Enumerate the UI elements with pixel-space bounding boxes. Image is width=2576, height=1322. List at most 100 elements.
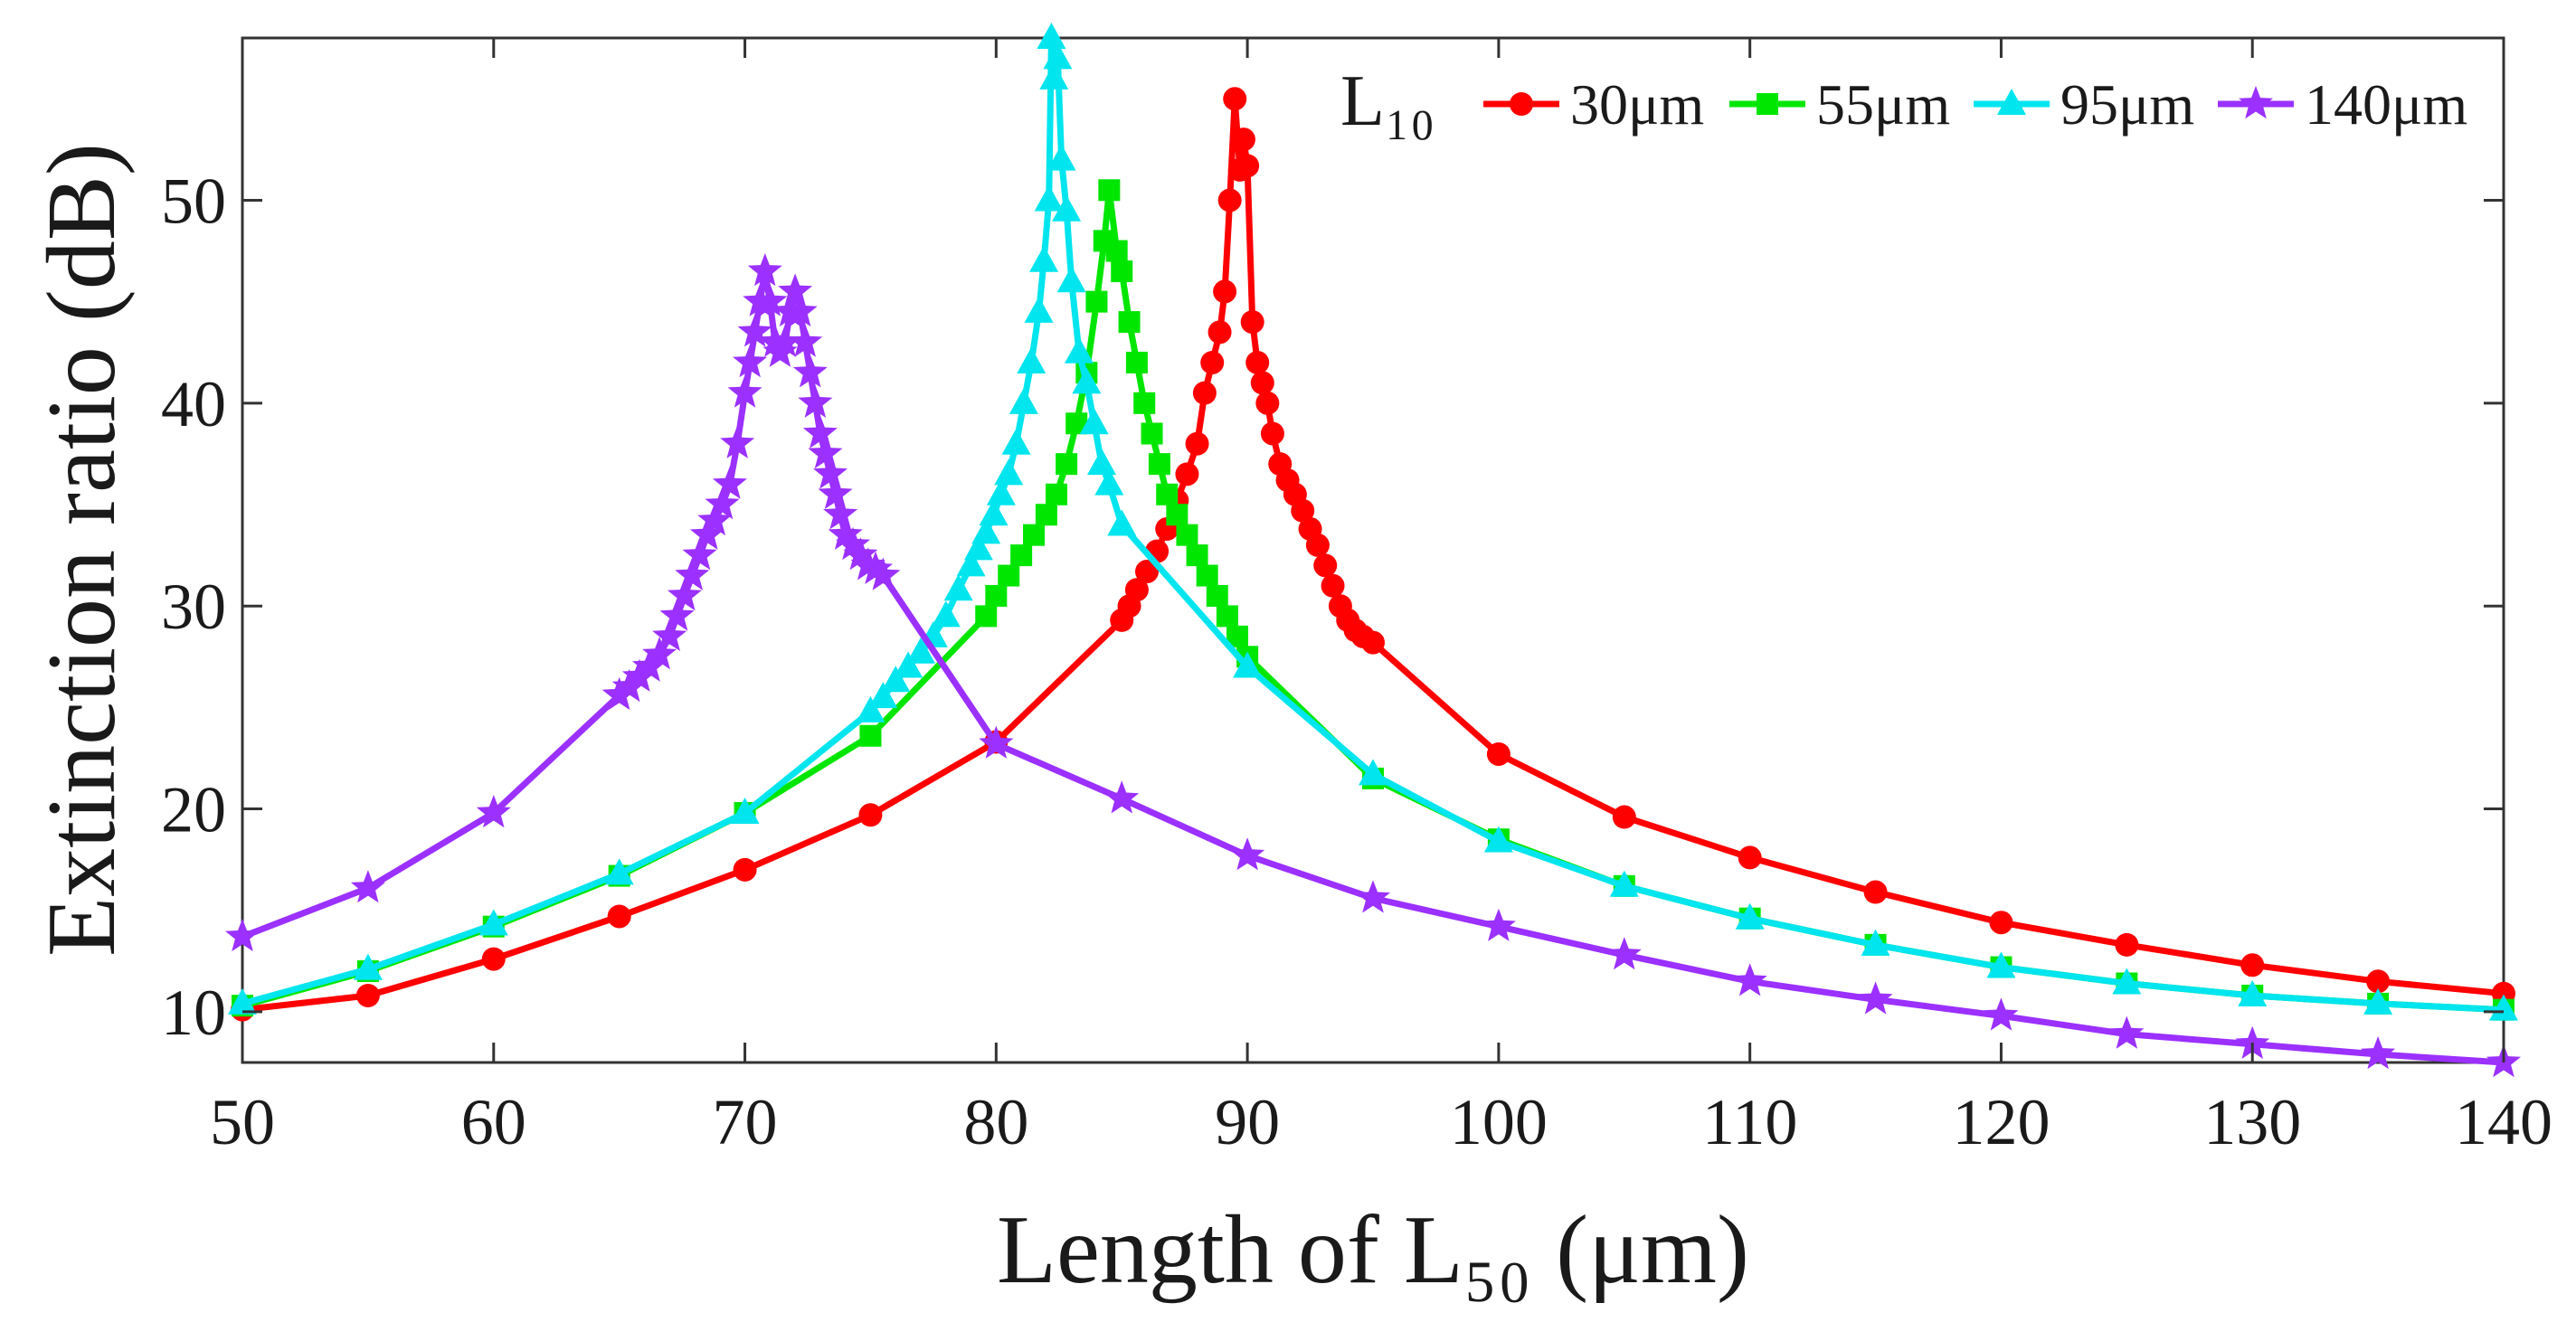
data-point bbox=[931, 600, 961, 628]
data-point bbox=[2235, 1025, 2270, 1059]
data-point bbox=[1208, 320, 1232, 345]
data-point bbox=[975, 605, 998, 628]
data-point bbox=[228, 987, 257, 1015]
series-3 bbox=[225, 253, 2521, 1078]
data-point bbox=[1200, 350, 1225, 374]
data-point bbox=[1245, 350, 1270, 374]
data-point bbox=[1105, 240, 1128, 262]
data-point bbox=[1606, 937, 1642, 970]
data-point bbox=[225, 918, 260, 952]
data-point bbox=[350, 870, 385, 903]
legend-title: L₁₀ bbox=[1340, 61, 1435, 141]
data-point bbox=[792, 354, 828, 388]
data-point bbox=[1255, 391, 1280, 415]
data-point bbox=[1260, 421, 1284, 446]
data-point bbox=[956, 550, 986, 577]
data-point bbox=[1043, 42, 1073, 70]
x-tick-label: 70 bbox=[713, 1086, 778, 1158]
data-point bbox=[659, 598, 695, 631]
data-point bbox=[1321, 573, 1345, 598]
data-point bbox=[1034, 184, 1064, 212]
data-point bbox=[1079, 408, 1109, 435]
y-tick-label: 10 bbox=[161, 977, 226, 1049]
data-point bbox=[859, 724, 882, 747]
data-point bbox=[355, 983, 380, 1007]
data-point bbox=[652, 618, 687, 651]
legend-marker bbox=[1510, 92, 1533, 116]
data-point bbox=[1156, 483, 1179, 505]
data-point bbox=[868, 682, 898, 709]
data-point bbox=[788, 324, 823, 357]
plot-area bbox=[241, 36, 2505, 1064]
data-point bbox=[1065, 336, 1094, 364]
data-point bbox=[1148, 453, 1170, 476]
legend-label: 140μm bbox=[2305, 72, 2467, 137]
data-point bbox=[808, 435, 843, 469]
data-point bbox=[611, 668, 647, 703]
data-point bbox=[727, 374, 762, 408]
data-point bbox=[1046, 483, 1067, 505]
data-point bbox=[1023, 524, 1045, 546]
data-point bbox=[1185, 431, 1209, 456]
data-point bbox=[1989, 911, 2013, 935]
data-point bbox=[1085, 290, 1108, 313]
data-point bbox=[1858, 981, 1893, 1015]
data-point bbox=[994, 458, 1024, 486]
data-point bbox=[1738, 845, 1762, 870]
data-point bbox=[985, 584, 1008, 607]
data-point bbox=[1010, 544, 1033, 567]
legend-entry: 95μm bbox=[1974, 72, 2194, 137]
legend-label: 55μm bbox=[1816, 72, 1950, 137]
x-tick-label: 90 bbox=[1215, 1086, 1280, 1158]
x-tick-label: 100 bbox=[1450, 1086, 1548, 1158]
y-tick-label: 40 bbox=[161, 368, 226, 440]
series-layer bbox=[225, 23, 2521, 1078]
x-tick-label: 80 bbox=[963, 1086, 1028, 1158]
data-point bbox=[1094, 468, 1124, 496]
x-tick-label: 50 bbox=[210, 1086, 275, 1158]
data-point bbox=[1196, 564, 1218, 587]
data-point bbox=[747, 253, 782, 287]
legend-entry: 55μm bbox=[1729, 72, 1950, 137]
data-point bbox=[2366, 969, 2391, 994]
x-tick-label: 140 bbox=[2455, 1086, 2552, 1158]
data-point bbox=[2238, 979, 2268, 1006]
legend-marker bbox=[1997, 89, 2026, 115]
data-point bbox=[1098, 179, 1121, 202]
data-point bbox=[712, 466, 747, 499]
data-point bbox=[720, 425, 755, 458]
data-point bbox=[971, 517, 1001, 544]
data-point bbox=[1223, 87, 1247, 111]
legend-label: 95μm bbox=[2060, 72, 2194, 137]
data-point bbox=[733, 345, 768, 378]
data-point bbox=[1863, 880, 1888, 904]
data-point bbox=[828, 516, 863, 550]
data-point bbox=[836, 526, 870, 561]
data-point bbox=[753, 283, 788, 316]
data-point bbox=[1612, 805, 1636, 829]
data-point bbox=[481, 947, 506, 971]
data-point bbox=[1176, 524, 1198, 546]
data-point bbox=[1356, 880, 1390, 913]
data-point bbox=[906, 637, 935, 664]
legend-entry: 30μm bbox=[1483, 72, 1704, 137]
data-point bbox=[667, 578, 702, 611]
tick-layer bbox=[241, 38, 2505, 1062]
data-point bbox=[607, 904, 631, 929]
data-point bbox=[1124, 578, 1149, 602]
data-point bbox=[1141, 422, 1163, 445]
data-point bbox=[818, 476, 853, 509]
data-point bbox=[675, 557, 710, 590]
data-point bbox=[2363, 987, 2393, 1015]
data-point bbox=[1213, 279, 1237, 304]
data-point bbox=[1359, 759, 1387, 786]
legend: L₁₀ 30μm 55μm 95μm 140μm bbox=[1340, 61, 2467, 141]
data-point bbox=[604, 858, 634, 885]
data-point bbox=[1216, 605, 1238, 628]
data-point bbox=[1230, 837, 1265, 871]
data-point bbox=[843, 537, 878, 571]
data-point bbox=[476, 795, 511, 828]
data-point bbox=[737, 314, 772, 347]
data-point bbox=[1125, 351, 1148, 373]
